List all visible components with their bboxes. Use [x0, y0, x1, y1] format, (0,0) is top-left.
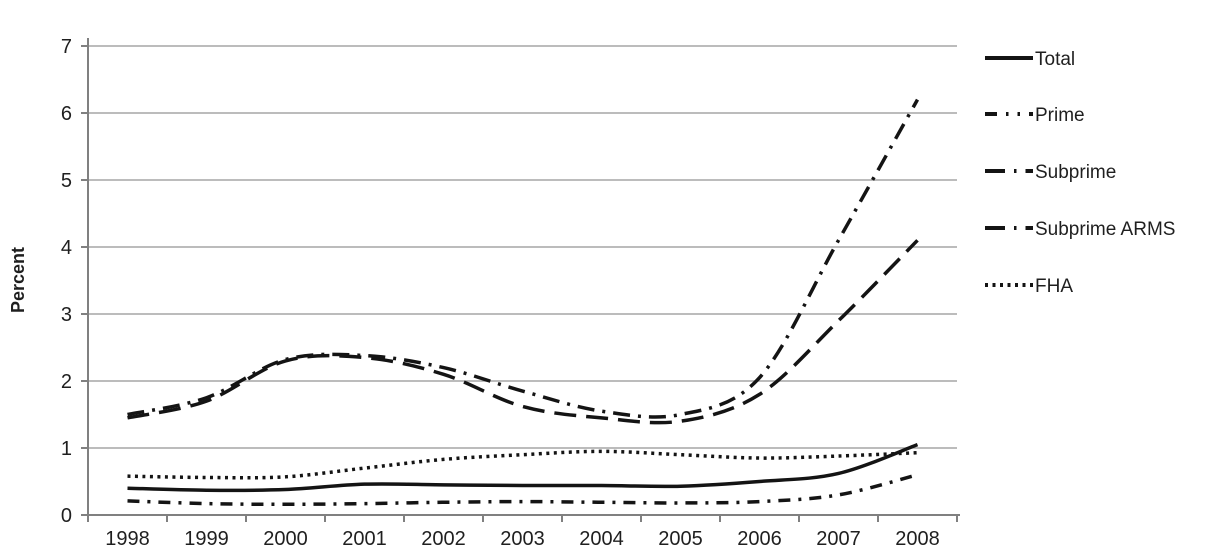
legend-item-fha: FHA — [985, 276, 1073, 297]
series-line-subprime — [127, 239, 919, 425]
y-tick-label-4: 4 — [61, 237, 72, 259]
x-tick-label-2003: 2003 — [500, 528, 545, 550]
y-tick-label-2: 2 — [61, 371, 72, 393]
series-line-subprime-arms — [127, 98, 920, 419]
series-lines-layer — [127, 98, 920, 507]
series-line-total — [127, 443, 919, 493]
y-tick-label-6: 6 — [61, 103, 72, 125]
x-tick-label-2005: 2005 — [658, 528, 703, 550]
axes-layer — [81, 38, 960, 522]
x-tick-label-2001: 2001 — [342, 528, 387, 550]
legend-item-total: Total — [985, 49, 1075, 70]
legend-item-prime: Prime — [985, 105, 1085, 126]
series-line-fha — [127, 449, 918, 480]
x-tick-label-2008: 2008 — [895, 528, 940, 550]
x-tick-label-1998: 1998 — [105, 528, 150, 550]
x-tick-label-2002: 2002 — [421, 528, 466, 550]
legend-label-fha: FHA — [1035, 276, 1073, 297]
x-tick-label-2006: 2006 — [737, 528, 782, 550]
axis-labels-layer: 0 1 2 3 4 5 6 7 1998 1999 2000 2001 2002 2003 2004 2005… — [61, 36, 940, 550]
legend-item-subprime: Subprime — [985, 162, 1116, 183]
legend-label-subprime: Subprime — [1035, 162, 1116, 183]
legend-item-subprime-arms: Subprime ARMS — [985, 219, 1175, 240]
x-tick-label-2004: 2004 — [579, 528, 624, 550]
x-tick-label-2007: 2007 — [816, 528, 861, 550]
y-tick-label-3: 3 — [61, 304, 72, 326]
x-tick-label-2000: 2000 — [263, 528, 308, 550]
gridlines-layer — [88, 45, 957, 449]
legend-label-total: Total — [1035, 49, 1075, 70]
y-tick-label-0: 0 — [61, 505, 72, 527]
y-axis-title: Percent — [8, 247, 28, 313]
y-tick-label-1: 1 — [61, 438, 72, 460]
legend: Total Prime Subprime Subprime ARMS FHA — [985, 49, 1175, 297]
legend-label-prime: Prime — [1035, 105, 1085, 126]
y-tick-label-7: 7 — [61, 36, 72, 58]
y-tick-label-5: 5 — [61, 170, 72, 192]
x-tick-label-1999: 1999 — [184, 528, 229, 550]
series-line-prime — [127, 473, 918, 507]
legend-label-subprime-arms: Subprime ARMS — [1035, 219, 1175, 240]
